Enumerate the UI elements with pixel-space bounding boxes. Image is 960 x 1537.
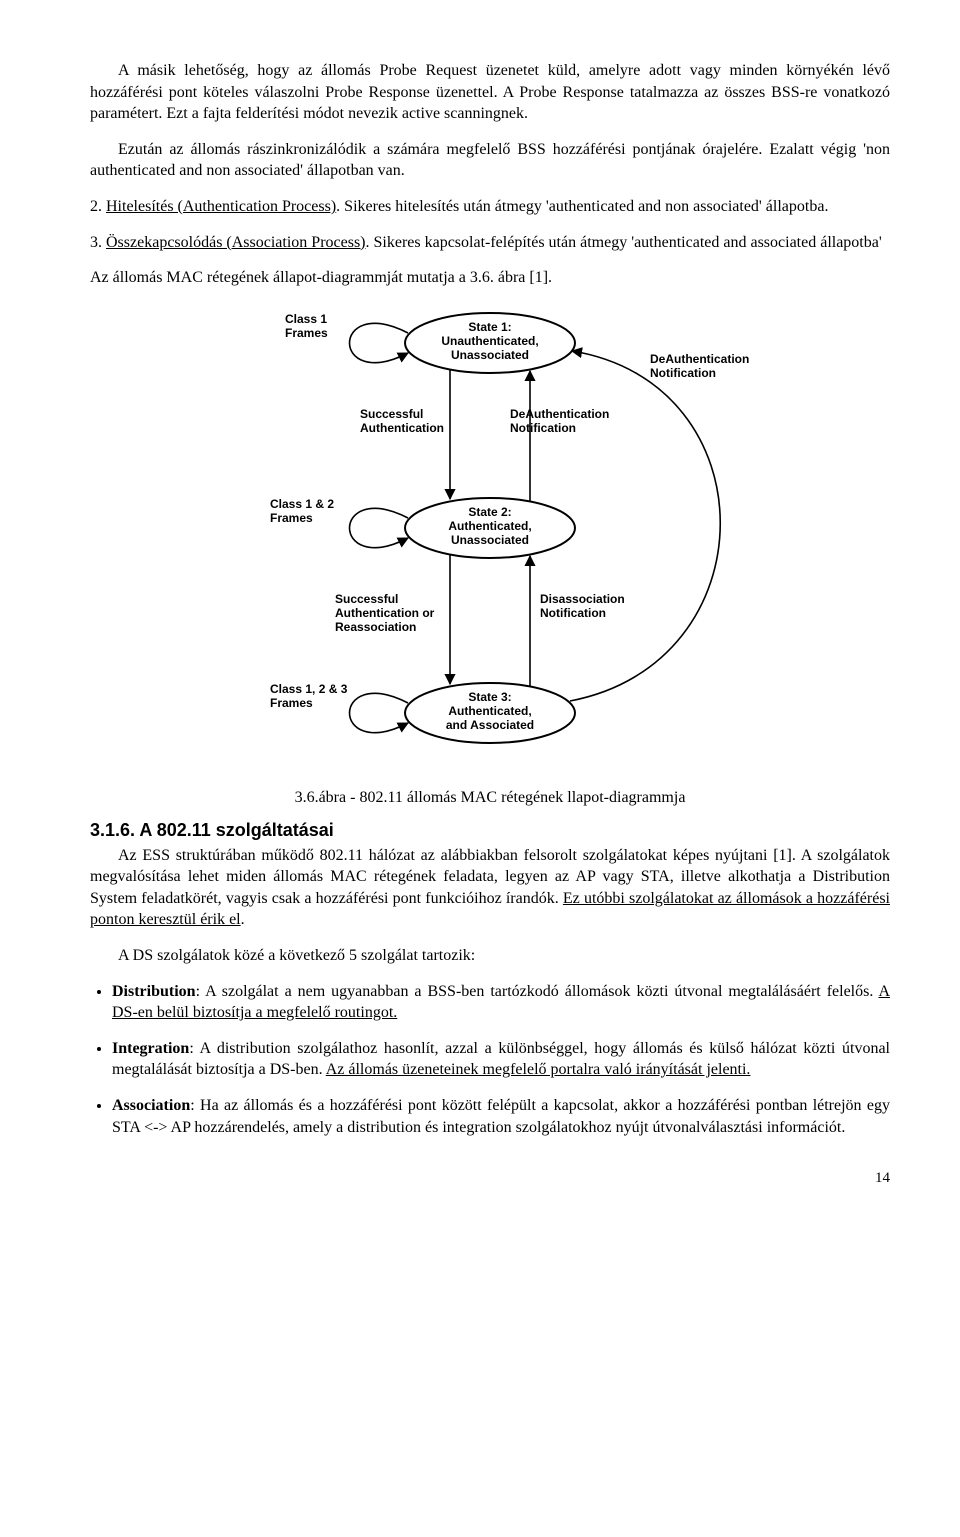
paragraph-diagram-intro: Az állomás MAC rétegének állapot-diagram… xyxy=(90,267,890,289)
step-num-2: 2. xyxy=(90,198,106,215)
state2-l1: State 2: xyxy=(468,505,511,519)
paragraph-probe: A másik lehetőség, hogy az állomás Probe… xyxy=(90,60,890,125)
disassoc-l1: Disassociation xyxy=(540,592,625,606)
class12-l2: Frames xyxy=(270,511,313,525)
state3-l3: and Associated xyxy=(446,718,534,732)
deauth-l1: DeAuthentication xyxy=(510,407,609,421)
state3-l2: Authenticated, xyxy=(448,704,531,718)
succ-authre-l2: Authentication or xyxy=(335,606,435,620)
item-link: Az állomás üzeneteinek megfelelő portalr… xyxy=(326,1061,751,1078)
state2-l2: Authenticated, xyxy=(448,519,531,533)
page-number: 14 xyxy=(90,1168,890,1188)
step-num-3: 3. xyxy=(90,234,106,251)
class12-l1: Class 1 & 2 xyxy=(270,497,334,511)
disassoc-l2: Notification xyxy=(540,606,606,620)
assoc-link: Összekapcsolódás (Association Process) xyxy=(106,234,366,251)
class1-l2: Frames xyxy=(285,326,328,340)
item-lead: Integration xyxy=(112,1040,189,1057)
ds-intro: A DS szolgálatok közé a következő 5 szol… xyxy=(90,945,890,967)
state3-l1: State 3: xyxy=(468,690,511,704)
deauth2-l1: DeAuthentication xyxy=(650,352,749,366)
assoc-rest: . Sikeres kapcsolat-felépítés után átmeg… xyxy=(366,234,882,251)
state1-l2: Unauthenticated, xyxy=(441,334,538,348)
succ-authre-l1: Successful xyxy=(335,592,398,606)
class1-l1: Class 1 xyxy=(285,312,327,326)
paragraph-auth: 2. Hitelesítés (Authentication Process).… xyxy=(90,196,890,218)
list-item: Distribution: A szolgálat a nem ugyanabb… xyxy=(112,981,890,1024)
state-diagram: .lbl { font-family: Arial, Helvetica, sa… xyxy=(210,303,770,773)
section-heading: 3.1.6. A 802.11 szolgáltatásai xyxy=(90,818,890,842)
item-body-a: : Ha az állomás és a hozzáférési pont kö… xyxy=(112,1097,890,1136)
succ-auth-l2: Authentication xyxy=(360,421,444,435)
auth-rest: . Sikeres hitelesítés után átmegy 'authe… xyxy=(336,198,828,215)
succ-authre-l3: Reassociation xyxy=(335,620,416,634)
list-item: Integration: A distribution szolgálathoz… xyxy=(112,1038,890,1081)
deauth-l2: Notification xyxy=(510,421,576,435)
item-body-a: : A szolgálat a nem ugyanabban a BSS-ben… xyxy=(196,983,879,1000)
class123-l2: Frames xyxy=(270,696,313,710)
item-lead: Association xyxy=(112,1097,190,1114)
paragraph-assoc: 3. Összekapcsolódás (Association Process… xyxy=(90,232,890,254)
section-intro: Az ESS struktúrában működő 802.11 hálóza… xyxy=(90,845,890,931)
state1-l1: State 1: xyxy=(468,320,511,334)
succ-auth-l1: Successful xyxy=(360,407,423,421)
paragraph-sync: Ezután az állomás rászinkronizálódik a s… xyxy=(90,139,890,182)
class123-l1: Class 1, 2 & 3 xyxy=(270,682,348,696)
state1-l3: Unassociated xyxy=(451,348,529,362)
item-lead: Distribution xyxy=(112,983,196,1000)
auth-link: Hitelesítés (Authentication Process) xyxy=(106,198,336,215)
state2-l3: Unassociated xyxy=(451,533,529,547)
list-item: Association: Ha az állomás és a hozzáfér… xyxy=(112,1095,890,1138)
service-list: Distribution: A szolgálat a nem ugyanabb… xyxy=(112,981,890,1139)
figure-caption: 3.6.ábra - 802.11 állomás MAC rétegének … xyxy=(90,787,890,809)
deauth2-l2: Notification xyxy=(650,366,716,380)
section-intro-b: . xyxy=(241,911,245,928)
